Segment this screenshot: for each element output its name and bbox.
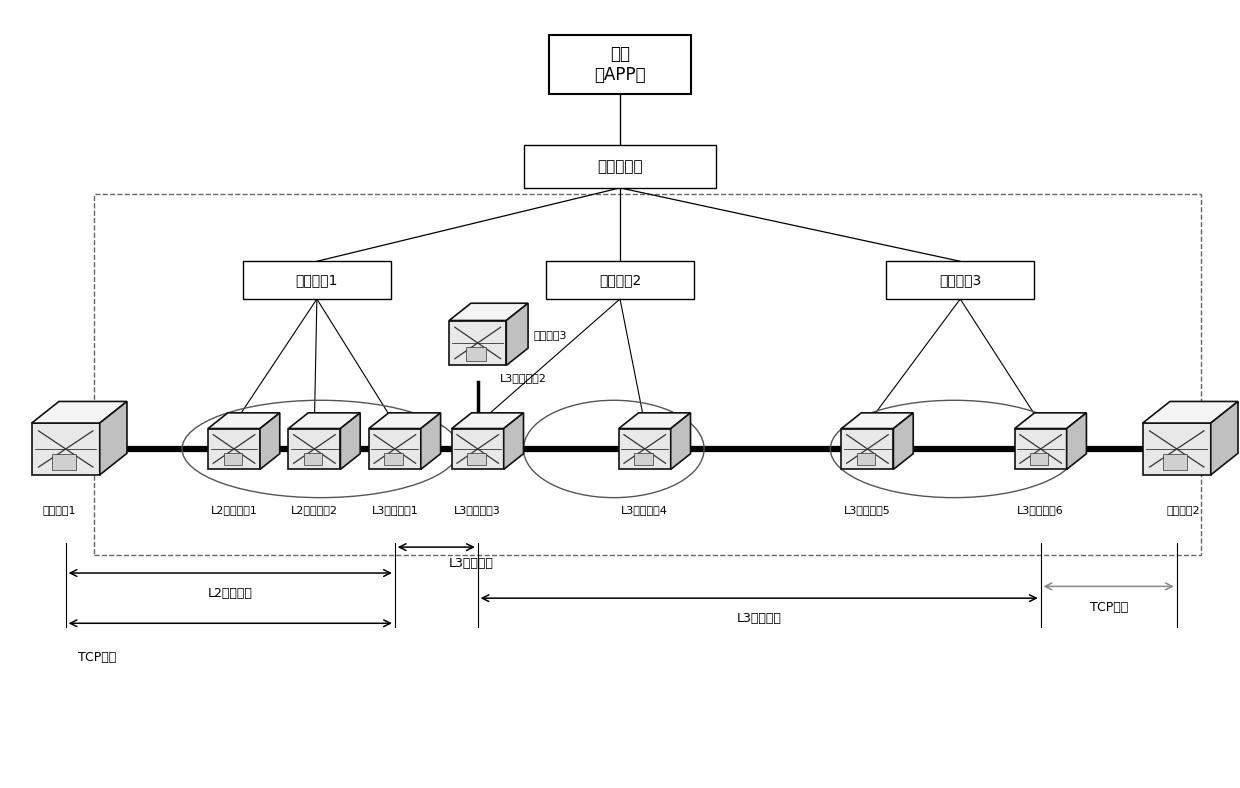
Polygon shape <box>451 413 523 429</box>
Bar <box>1163 454 1187 470</box>
Bar <box>52 454 76 470</box>
Bar <box>223 453 242 465</box>
Polygon shape <box>1014 413 1086 429</box>
Polygon shape <box>1066 413 1086 470</box>
Bar <box>857 453 875 465</box>
Polygon shape <box>341 413 360 470</box>
Text: L3转发设备6: L3转发设备6 <box>1017 505 1064 515</box>
Text: 用户设备1: 用户设备1 <box>43 505 77 515</box>
Text: L3转发路径: L3转发路径 <box>737 612 781 626</box>
Bar <box>887 262 1034 299</box>
Text: 域控制器3: 域控制器3 <box>939 273 981 287</box>
Bar <box>842 429 894 470</box>
Polygon shape <box>503 413 523 470</box>
Text: 超级控制器: 超级控制器 <box>598 159 642 174</box>
Text: 域控制器1: 域控制器1 <box>295 273 339 287</box>
Text: L3转发设备2: L3转发设备2 <box>500 373 547 383</box>
Polygon shape <box>894 413 913 470</box>
Bar <box>368 429 420 470</box>
Text: 域控制器2: 域控制器2 <box>599 273 641 287</box>
Text: L2转发设备1: L2转发设备1 <box>211 505 258 515</box>
Polygon shape <box>260 413 280 470</box>
Bar <box>1030 453 1049 465</box>
Bar <box>32 423 99 475</box>
Text: L3转发路径: L3转发路径 <box>449 556 494 570</box>
Text: 应用
（APP）: 应用 （APP） <box>594 45 646 84</box>
Bar <box>467 453 486 465</box>
Bar <box>451 429 503 470</box>
Text: L3转发设备3: L3转发设备3 <box>454 505 501 515</box>
Text: L3转发设备5: L3转发设备5 <box>844 505 890 515</box>
Bar <box>619 429 671 470</box>
Polygon shape <box>32 401 126 423</box>
Polygon shape <box>99 401 126 475</box>
Text: 用户设备2: 用户设备2 <box>1166 505 1200 515</box>
Polygon shape <box>208 413 280 429</box>
Polygon shape <box>671 413 691 470</box>
Bar <box>304 453 322 465</box>
Text: L2转发设备2: L2转发设备2 <box>291 505 339 515</box>
Polygon shape <box>619 413 691 429</box>
Bar <box>635 453 652 465</box>
Polygon shape <box>289 413 360 429</box>
Bar <box>1143 423 1210 475</box>
Bar <box>466 348 486 361</box>
Bar <box>289 429 341 470</box>
Bar <box>1014 429 1066 470</box>
Text: TCP连接: TCP连接 <box>1090 600 1128 614</box>
Text: L3转发设备1: L3转发设备1 <box>372 505 418 515</box>
Polygon shape <box>842 413 913 429</box>
Polygon shape <box>1210 401 1238 475</box>
Polygon shape <box>368 413 440 429</box>
Polygon shape <box>1143 401 1238 423</box>
Bar <box>549 35 691 94</box>
Bar <box>449 321 506 366</box>
Bar <box>384 453 403 465</box>
Text: 用户设备3: 用户设备3 <box>533 330 567 340</box>
Bar <box>525 145 715 188</box>
Bar <box>546 262 694 299</box>
Text: L2转发路径: L2转发路径 <box>208 587 253 600</box>
Polygon shape <box>420 413 440 470</box>
Bar <box>243 262 391 299</box>
Polygon shape <box>449 303 528 321</box>
Polygon shape <box>506 303 528 366</box>
Text: TCP连接: TCP连接 <box>78 651 117 663</box>
Text: L3转发设备4: L3转发设备4 <box>621 505 668 515</box>
Bar <box>94 194 1202 555</box>
Bar <box>208 429 260 470</box>
